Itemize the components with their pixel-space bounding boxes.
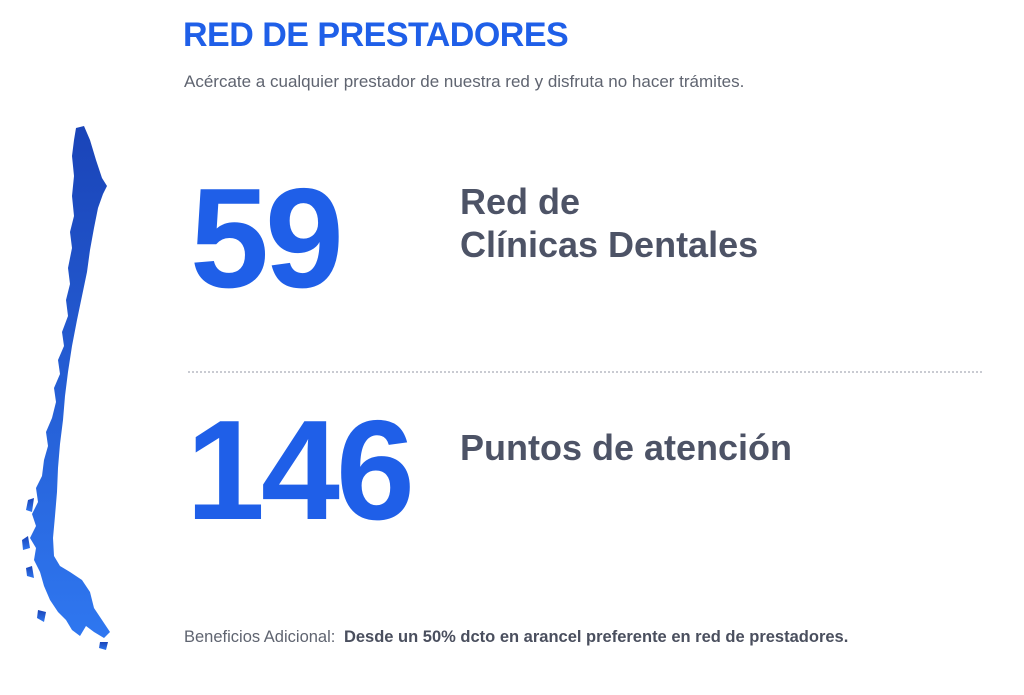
stat-label-service-points: Puntos de atención: [460, 426, 792, 469]
footer-text: Desde un 50% dcto en arancel preferente …: [343, 628, 849, 646]
stat-label-dental-clinics: Red de Clínicas Dentales: [460, 180, 758, 266]
chile-map-icon: [22, 126, 110, 650]
page-subtitle: Acércate a cualquier prestador de nuestr…: [184, 72, 745, 91]
page-title: RED DE PRESTADORES: [183, 16, 569, 54]
stat-number-service-points: 146: [186, 391, 415, 550]
stat-label-line: Clínicas Dentales: [460, 224, 759, 265]
footer-benefits: Beneficios Adicional: Desde un 50% dcto …: [184, 628, 848, 647]
footer-label: Beneficios Adicional:: [184, 628, 336, 646]
stat-label-line: Puntos de atención: [460, 427, 793, 468]
stat-label-line: Red de: [460, 181, 581, 222]
stat-number-dental-clinics: 59: [190, 159, 344, 318]
divider: [188, 371, 982, 373]
